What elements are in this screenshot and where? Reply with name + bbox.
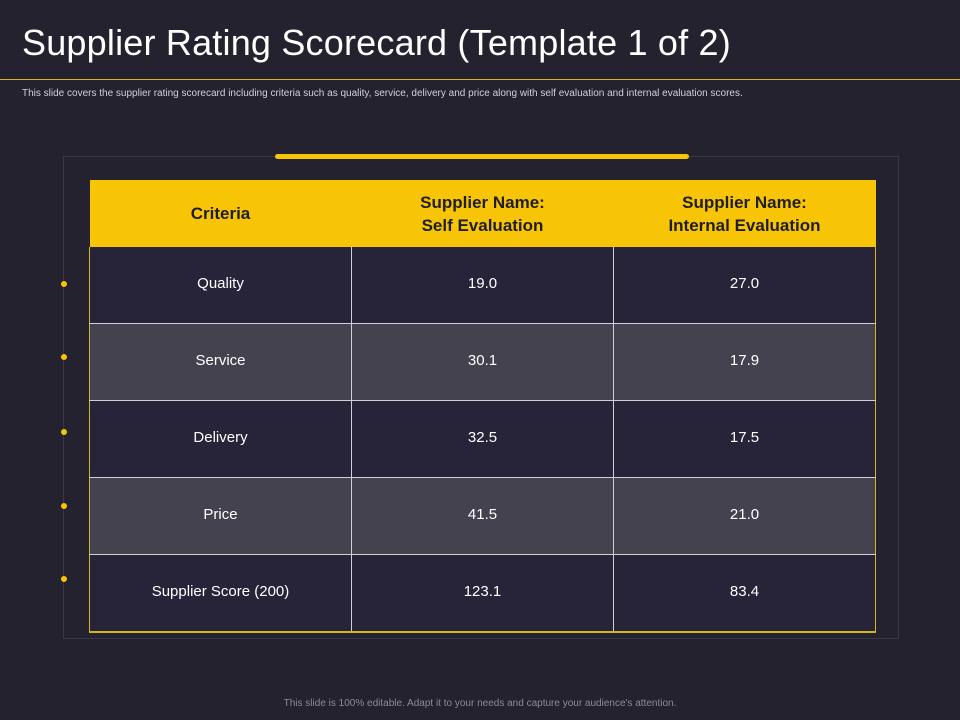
bullet-dot-icon <box>61 503 67 509</box>
table-row: Quality 19.0 27.0 <box>89 247 876 324</box>
footer-note: This slide is 100% editable. Adapt it to… <box>283 698 677 709</box>
bullet-dot-icon <box>61 354 67 360</box>
header-internal-evaluation: Supplier Name: Internal Evaluation <box>613 180 876 247</box>
bullet-dot-icon <box>61 281 67 287</box>
internal-evaluation-cell: 83.4 <box>613 554 876 633</box>
header-criteria: Criteria <box>89 180 352 247</box>
self-evaluation-cell: 19.0 <box>351 247 614 324</box>
table-row: Price 41.5 21.0 <box>89 477 876 555</box>
table-row: Delivery 32.5 17.5 <box>89 400 876 478</box>
internal-evaluation-cell: 27.0 <box>613 247 876 324</box>
self-evaluation-cell: 30.1 <box>351 323 614 401</box>
bullet-dot-icon <box>61 429 67 435</box>
slide-subtitle: This slide covers the supplier rating sc… <box>22 88 743 99</box>
table-row-total: Supplier Score (200) 123.1 83.4 <box>89 554 876 633</box>
slide-title: Supplier Rating Scorecard (Template 1 of… <box>22 22 731 63</box>
header-criteria-label: Criteria <box>190 204 251 223</box>
header-self-evaluation: Supplier Name: Self Evaluation <box>351 180 614 247</box>
self-evaluation-cell: 123.1 <box>351 554 614 633</box>
header-internal-line2: Internal Evaluation <box>668 215 821 235</box>
criteria-cell: Quality <box>89 247 352 324</box>
self-evaluation-cell: 41.5 <box>351 477 614 555</box>
header-self-line2: Self Evaluation <box>421 215 544 235</box>
criteria-cell: Supplier Score (200) <box>89 554 352 633</box>
table-header-row: Criteria Supplier Name: Self Evaluation … <box>89 180 876 247</box>
table-row: Service 30.1 17.9 <box>89 323 876 401</box>
title-divider <box>0 79 960 80</box>
scorecard-table: Criteria Supplier Name: Self Evaluation … <box>89 180 876 633</box>
internal-evaluation-cell: 17.5 <box>613 400 876 478</box>
accent-bar <box>275 154 689 159</box>
criteria-cell: Service <box>89 323 352 401</box>
header-internal-line1: Supplier Name: <box>682 192 807 212</box>
header-self-line1: Supplier Name: <box>420 192 545 212</box>
internal-evaluation-cell: 21.0 <box>613 477 876 555</box>
internal-evaluation-cell: 17.9 <box>613 323 876 401</box>
self-evaluation-cell: 32.5 <box>351 400 614 478</box>
bullet-dot-icon <box>61 576 67 582</box>
criteria-cell: Price <box>89 477 352 555</box>
criteria-cell: Delivery <box>89 400 352 478</box>
